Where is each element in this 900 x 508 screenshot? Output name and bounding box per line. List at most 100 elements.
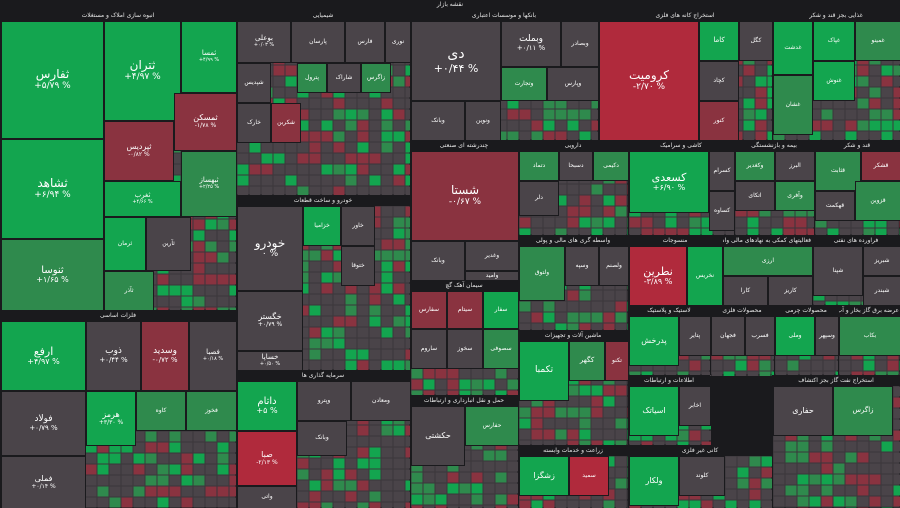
treemap-tile[interactable]: ختوقا [341, 246, 375, 286]
treemap-tile[interactable]: کگل [739, 21, 773, 61]
treemap-tile[interactable]: کلوند [679, 456, 725, 496]
treemap-tile[interactable]: وملی [775, 316, 815, 356]
treemap-tile[interactable]: وسدید -۰/۷۲ % [141, 321, 189, 391]
treemap-tile[interactable]: خودرو ۰ % [237, 206, 303, 291]
treemap-tile[interactable]: داتام +۵ % [237, 381, 297, 431]
treemap-tile[interactable]: قثابت [815, 151, 861, 191]
treemap-tile[interactable]: حفارس [465, 406, 519, 446]
treemap-tile[interactable]: شبندر [863, 276, 900, 306]
treemap-tile[interactable]: دسبحا [559, 151, 593, 181]
treemap-tile[interactable]: خاور [341, 206, 375, 246]
treemap-tile[interactable]: زاگرس [833, 386, 893, 436]
treemap-tile[interactable]: شستا -۰/۶۷ % [411, 151, 519, 241]
treemap-tile[interactable]: ثفارس +۵/۷۹ % [1, 21, 104, 139]
treemap-tile[interactable]: شپنا [813, 246, 863, 296]
treemap-tile[interactable]: شپدیس [237, 63, 271, 103]
treemap-tile[interactable]: هرمز +۳/۳۰ % [86, 391, 136, 446]
treemap-tile[interactable]: کارا [723, 276, 768, 306]
treemap-tile[interactable]: قشکر [861, 151, 900, 181]
treemap-tile[interactable]: ولصنم [599, 246, 629, 286]
treemap-tile[interactable]: فخوز [186, 391, 237, 431]
treemap-tile[interactable]: کچاد [699, 61, 739, 101]
treemap-tile[interactable]: دکیمی [593, 151, 629, 181]
treemap-tile[interactable]: وآفری [775, 181, 815, 211]
treemap-tile[interactable]: کاریز [768, 276, 813, 306]
treemap-tile[interactable]: کرومیت -۲/۷۰ % [599, 21, 699, 141]
treemap-tile[interactable]: قزوین [855, 181, 900, 221]
treemap-tile[interactable]: دی +۰/۴۴ % [411, 21, 501, 101]
treemap-tile[interactable]: شاراک [327, 63, 361, 93]
treemap-tile[interactable]: سفار [483, 291, 519, 329]
treemap-tile[interactable]: ثپردیس -۰/۸۲ % [104, 121, 174, 181]
treemap-tile[interactable]: وغدیر [465, 241, 519, 271]
treemap-tile[interactable]: خارک [237, 103, 271, 143]
treemap-tile[interactable]: وبصادر [561, 21, 599, 67]
treemap-tile[interactable]: بکاب [839, 316, 900, 356]
treemap-tile[interactable]: ونوین [465, 101, 501, 141]
treemap-tile[interactable]: بوعلی +۰/۰۳ % [237, 21, 291, 63]
treemap-tile[interactable]: وکغدیر [735, 151, 775, 181]
treemap-tile[interactable]: زشگزا [519, 456, 569, 496]
treemap-tile[interactable]: وسپه [565, 246, 599, 286]
treemap-tile[interactable]: پدرخش [629, 316, 679, 366]
treemap-tile[interactable]: وبانک [297, 421, 347, 456]
treemap-tile[interactable]: ومعادن [351, 381, 411, 421]
treemap-tile[interactable]: فسرب [745, 316, 775, 356]
treemap-tile[interactable]: ثغرب +۴/۶۶ % [104, 181, 181, 217]
treemap-tile[interactable]: قهکمت [815, 191, 855, 221]
treemap-tile[interactable]: تکنو [605, 341, 629, 381]
treemap-tile[interactable]: ساروم [411, 329, 447, 369]
treemap-tile[interactable]: غنوش [813, 61, 855, 101]
treemap-tile[interactable]: شبریز [863, 246, 900, 276]
treemap-tile[interactable]: غشان [773, 75, 813, 135]
treemap-tile[interactable]: ثبهساز +۲/۲۵ % [181, 151, 237, 217]
treemap-tile[interactable]: ثتران +۴/۹۷ % [104, 21, 181, 121]
treemap-tile[interactable]: صبا -۲/۱۳ % [237, 431, 297, 486]
treemap-tile[interactable]: ولکار [629, 456, 679, 506]
treemap-tile[interactable]: سمید [569, 456, 609, 496]
treemap-tile[interactable]: خگستر +۰/۷۹ % [237, 291, 303, 351]
treemap-tile[interactable]: دتماد [519, 151, 559, 181]
treemap-tile[interactable]: وپارس [547, 67, 599, 101]
treemap-tile[interactable]: خساپا +۰/۵۰ % [237, 351, 303, 371]
treemap-tile[interactable]: پتایر [679, 316, 711, 356]
treemap-tile[interactable]: اخابر [679, 386, 711, 426]
treemap-tile[interactable]: حفاری [773, 386, 833, 436]
treemap-tile[interactable]: شکربن [271, 103, 301, 143]
treemap-tile[interactable]: تکمبا [519, 341, 569, 401]
treemap-tile[interactable]: وامید [465, 271, 519, 281]
treemap-tile[interactable]: نوری [385, 21, 411, 63]
treemap-tile[interactable]: پترول [297, 63, 327, 93]
treemap-tile[interactable]: اسیاتک [629, 386, 679, 436]
treemap-tile[interactable]: ارزی [723, 246, 813, 276]
treemap-tile[interactable]: کسرام [709, 151, 735, 191]
treemap-tile[interactable]: وبانک [411, 101, 465, 141]
treemap-tile[interactable]: سصوفی [483, 329, 519, 369]
treemap-tile[interactable]: دلر [519, 181, 559, 216]
treemap-tile[interactable]: ثآرین [146, 217, 191, 271]
treemap-tile[interactable]: پارسان [291, 21, 345, 63]
treemap-tile[interactable]: ثمسا +۴/۹۹ % [181, 21, 237, 93]
treemap-tile[interactable]: ثرمان [104, 217, 146, 271]
treemap-tile[interactable]: کگهر [569, 341, 605, 381]
treemap-tile[interactable]: البرز [775, 151, 815, 181]
treemap-tile[interactable]: وبانک [411, 241, 465, 281]
treemap-tile[interactable]: خزامیا [303, 206, 341, 246]
treemap-tile[interactable]: زاگرس [361, 63, 391, 93]
treemap-tile[interactable]: کساوه [709, 191, 735, 231]
treemap-tile[interactable]: ولتوق [519, 246, 565, 301]
treemap-tile[interactable]: ارفع +۴/۹۷ % [1, 321, 86, 391]
treemap-tile[interactable]: سیتام [447, 291, 483, 329]
treemap-tile[interactable]: اتکای [735, 181, 775, 211]
treemap-tile[interactable]: سفارس [411, 291, 447, 329]
treemap-tile[interactable]: واتی [237, 486, 297, 508]
treemap-tile[interactable]: ثنوسا +۱/۶۵ % [1, 239, 104, 311]
treemap-tile[interactable]: کنور [699, 101, 739, 141]
treemap-tile[interactable]: ثآذر [104, 271, 154, 311]
treemap-tile[interactable]: فصبا +۰/۱۸ % [189, 321, 237, 391]
treemap-tile[interactable]: ثمسکن -۱/۷۸ % [174, 93, 237, 151]
treemap-tile[interactable]: فارس [345, 21, 385, 63]
treemap-tile[interactable]: غپاک [813, 21, 855, 61]
treemap-tile[interactable]: سخوز [447, 329, 483, 369]
treemap-tile[interactable]: کاوه [136, 391, 186, 431]
